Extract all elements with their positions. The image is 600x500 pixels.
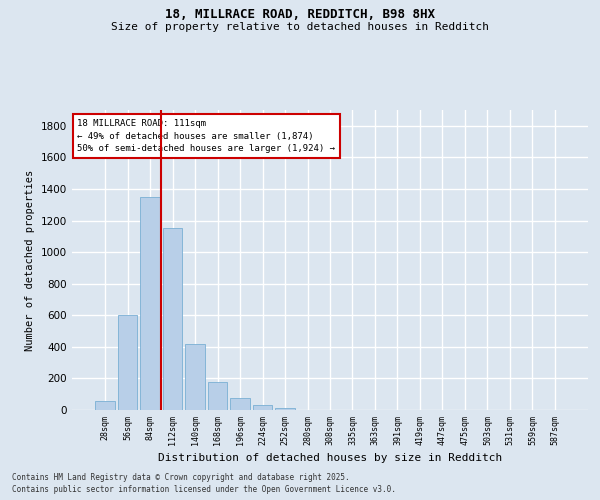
Text: 18, MILLRACE ROAD, REDDITCH, B98 8HX: 18, MILLRACE ROAD, REDDITCH, B98 8HX bbox=[165, 8, 435, 20]
Text: Size of property relative to detached houses in Redditch: Size of property relative to detached ho… bbox=[111, 22, 489, 32]
Bar bbox=[185, 344, 205, 410]
Text: 18 MILLRACE ROAD: 111sqm
← 49% of detached houses are smaller (1,874)
50% of sem: 18 MILLRACE ROAD: 111sqm ← 49% of detach… bbox=[77, 119, 335, 153]
Bar bbox=[163, 228, 182, 410]
Bar bbox=[208, 382, 227, 410]
Bar bbox=[230, 398, 250, 410]
Text: Contains public sector information licensed under the Open Government Licence v3: Contains public sector information licen… bbox=[12, 485, 396, 494]
Bar bbox=[118, 316, 137, 410]
Bar bbox=[275, 408, 295, 410]
Bar bbox=[140, 197, 160, 410]
Text: Contains HM Land Registry data © Crown copyright and database right 2025.: Contains HM Land Registry data © Crown c… bbox=[12, 472, 350, 482]
Bar bbox=[253, 406, 272, 410]
Y-axis label: Number of detached properties: Number of detached properties bbox=[25, 170, 35, 350]
X-axis label: Distribution of detached houses by size in Redditch: Distribution of detached houses by size … bbox=[158, 453, 502, 463]
Bar bbox=[95, 400, 115, 410]
